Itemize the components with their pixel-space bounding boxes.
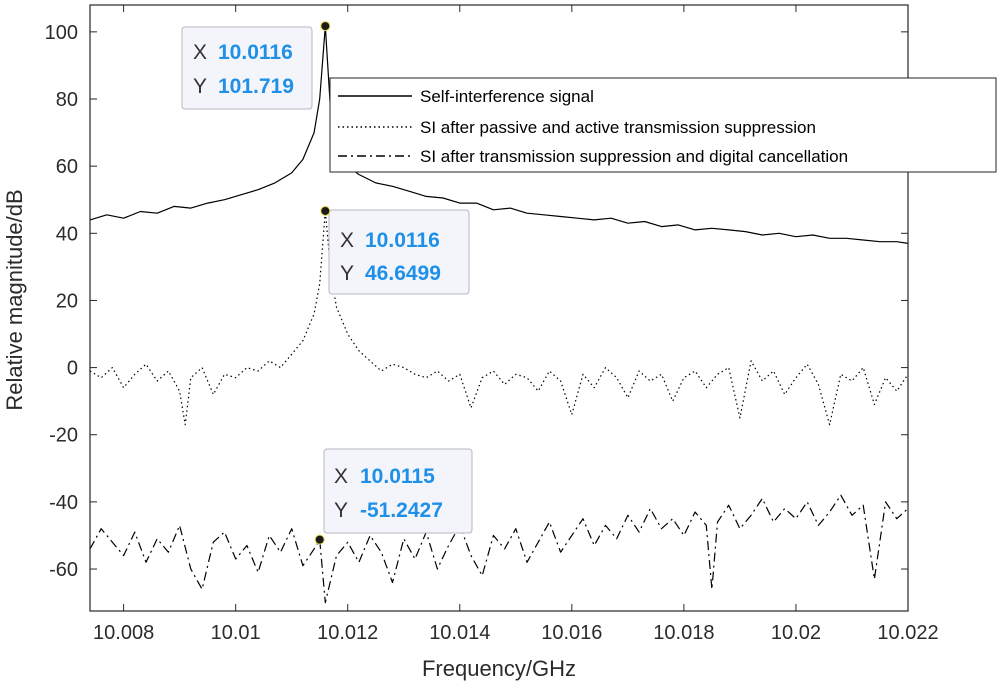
series-line-solid	[89, 25, 909, 244]
datatip-x-value: 10.0116	[365, 229, 440, 252]
datatip-3[interactable]: X 10.0115 Y -51.2427	[323, 448, 473, 534]
datatip-marker[interactable]	[314, 534, 325, 545]
datatip-x-value: 10.0116	[218, 41, 293, 64]
datatip-box	[328, 209, 470, 295]
legend[interactable]: Self-interference signal SI after passiv…	[329, 77, 997, 173]
y-tick-label: 60	[56, 156, 78, 178]
datatip-1[interactable]: X 10.0116 Y 101.719	[181, 26, 313, 110]
legend-label-self-interference: Self-interference signal	[420, 87, 594, 106]
y-tick-label: 100	[45, 22, 78, 44]
marker-layer	[314, 21, 331, 545]
series-line-dotted	[89, 210, 909, 426]
x-tick-label: 10.008	[93, 622, 154, 644]
plot-frame	[89, 4, 909, 612]
y-tick-label: 40	[56, 223, 78, 245]
legend-label-digital-cancellation: SI after transmission suppression and di…	[420, 147, 848, 166]
datatip-box	[181, 26, 313, 110]
datatip-x-key: X	[334, 465, 348, 488]
datatip-x-key: X	[340, 229, 354, 252]
datatip-x-key: X	[193, 41, 207, 64]
y-axis-title: Relative magnitude/dB	[2, 189, 27, 410]
y-tick-label: -40	[49, 492, 78, 514]
y-tick-label: -60	[49, 559, 78, 581]
y-tick-label: 80	[56, 89, 78, 111]
legend-box	[329, 77, 997, 173]
datatip-y-value: 101.719	[218, 75, 294, 98]
datatip-marker[interactable]	[320, 21, 331, 32]
x-tick-label: 10.02	[771, 622, 821, 644]
datatip-x-value: 10.0115	[360, 465, 435, 488]
x-tick-label: 10.016	[541, 622, 602, 644]
datatip-2[interactable]: X 10.0116 Y 46.6499	[328, 209, 470, 295]
x-tick-label: 10.022	[877, 622, 938, 644]
datatip-y-value: -51.2427	[360, 499, 443, 522]
series-layer	[89, 25, 909, 604]
datatip-y-key: Y	[193, 75, 207, 98]
x-tick-label: 10.014	[429, 622, 490, 644]
datatip-y-key: Y	[334, 499, 348, 522]
datatip-marker[interactable]	[320, 205, 331, 216]
x-tick-label: 10.012	[317, 622, 378, 644]
tick-layer: 10.008 10.01 10.012 10.014 10.016 10.018 10.02…	[45, 5, 939, 644]
datatip-y-key: Y	[340, 262, 354, 285]
series-line-dashdot	[89, 494, 909, 604]
y-tick-label: 0	[67, 358, 78, 380]
y-tick-label: 20	[56, 290, 78, 312]
datatip-box	[323, 448, 473, 534]
x-axis-title: Frequency/GHz	[422, 656, 576, 681]
x-tick-label: 10.01	[211, 622, 261, 644]
y-tick-label: -20	[49, 425, 78, 447]
x-tick-label: 10.018	[653, 622, 714, 644]
datatip-y-value: 46.6499	[365, 262, 441, 285]
legend-label-passive-active: SI after passive and active transmission…	[420, 118, 816, 137]
